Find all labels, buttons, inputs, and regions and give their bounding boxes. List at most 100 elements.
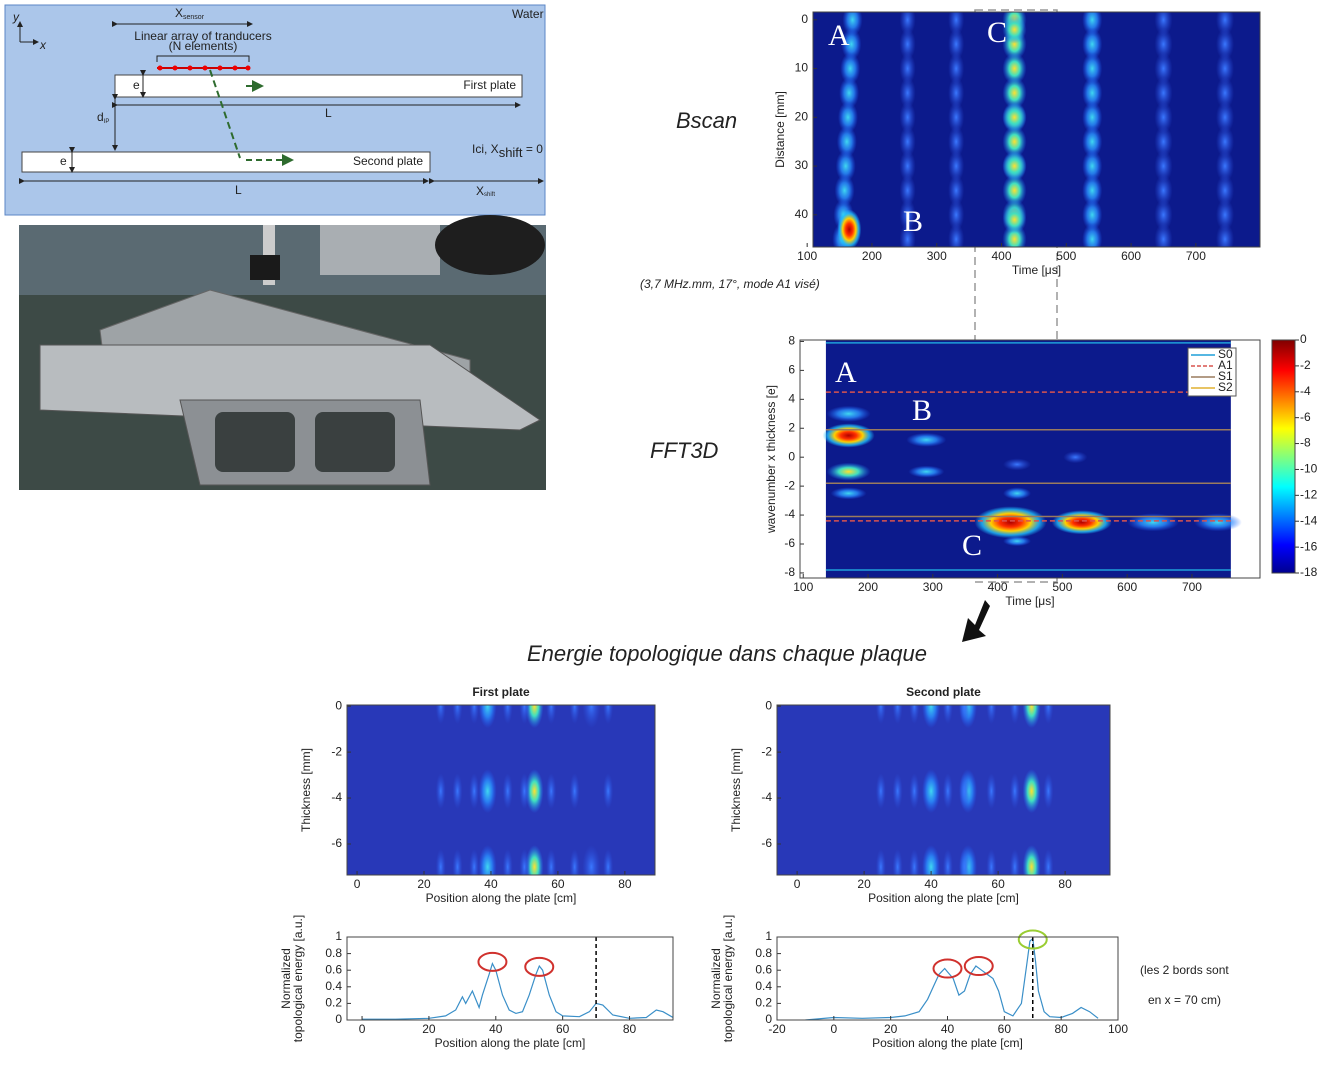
heat-blob (1216, 101, 1235, 134)
x-tick-label: 100 (793, 580, 813, 594)
heat-blob (822, 423, 875, 448)
heat-blob (1154, 198, 1173, 231)
first-plate (114, 74, 523, 98)
x-tick-label: 200 (858, 580, 878, 594)
shift-note-prefix: Ici, (472, 142, 491, 156)
heat-blob (569, 773, 580, 810)
y-tick-label: 30 (795, 158, 809, 172)
colorbar-tick-label: -14 (1300, 513, 1318, 527)
colorbar-tick-label: -6 (1300, 410, 1311, 424)
shift-note-suffix: = 0 (523, 142, 544, 156)
heat-blob (603, 773, 614, 810)
heat-blob (986, 848, 997, 875)
heat-blob (1127, 513, 1180, 532)
x-tick-label: -20 (768, 1022, 786, 1036)
region-marker: B (912, 394, 932, 427)
heat-blob (1216, 125, 1235, 158)
photo-frame-hole (215, 412, 295, 472)
heat-blob (837, 101, 858, 134)
heat-blob (1043, 773, 1054, 810)
heat-blob (908, 465, 945, 478)
heat-blob (1216, 28, 1235, 61)
shift-base: X (476, 184, 484, 198)
y-tick-label: 0 (335, 1012, 342, 1026)
heat-blob (1082, 125, 1103, 158)
axis-x: x (39, 38, 47, 52)
y-tick-label: -4 (331, 790, 342, 804)
heat-blob (922, 844, 941, 875)
y-axis-label: topological energy [a.u.] (721, 915, 735, 1042)
gap-label: dIP (97, 110, 109, 124)
x-tick-label: 80 (1054, 1022, 1068, 1036)
heat-blob (569, 705, 580, 725)
y-tick-label: 4 (788, 391, 795, 405)
heat-blob (1002, 52, 1027, 85)
heat-blob (1009, 848, 1020, 875)
array-sub: (N elements) (169, 39, 238, 53)
x-axis-label: Position along the plate [cm] (435, 1036, 586, 1050)
y-tick-label: 0.4 (325, 979, 342, 993)
y-tick-label: -2 (784, 478, 795, 492)
heat-blob (1216, 223, 1235, 247)
plot-frame (346, 704, 656, 876)
shift-label: Xshift (476, 184, 495, 198)
x-tick-label: 60 (991, 877, 1005, 891)
x-tick-label: 80 (623, 1022, 637, 1036)
x-tick-label: 40 (484, 877, 498, 891)
heat-blob (835, 150, 856, 183)
x-tick-label: 20 (417, 877, 431, 891)
y-tick-label: 0 (765, 1012, 772, 1026)
x-tick-label: 20 (857, 877, 871, 891)
y-tick-label: 0.8 (755, 946, 772, 960)
bscan-caption: (3,7 MHz.mm, 17°, mode A1 visé) (640, 277, 820, 291)
x-tick-label: 60 (551, 877, 565, 891)
heat-blob (1082, 12, 1103, 36)
heat-blob (603, 848, 614, 875)
heat-blob (1002, 205, 1027, 234)
colorbar-tick-label: -10 (1300, 462, 1318, 476)
second-plate-label: Second plate (353, 154, 423, 168)
y-tick-label: -4 (761, 790, 772, 804)
plot-frame (812, 11, 1261, 248)
heat-blob (546, 848, 557, 875)
heat-blob (525, 844, 544, 875)
heat-blob (899, 101, 916, 134)
x-tick-label: 80 (618, 877, 632, 891)
heat-blob (435, 773, 446, 810)
legend-label: S2 (1218, 380, 1233, 394)
heat-blob (875, 705, 886, 725)
heat-blob (899, 12, 916, 36)
colorbar-tick-label: -12 (1300, 488, 1318, 502)
y-axis-label: Thickness [mm] (299, 748, 313, 832)
y-axis-label: topological energy [a.u.] (291, 915, 305, 1042)
water-label: Water (512, 7, 544, 21)
length-label: L (235, 183, 242, 197)
heat-blob (525, 705, 544, 729)
y-axis-label: Distance [mm] (773, 91, 787, 168)
y-tick-label: 0.2 (755, 996, 772, 1010)
legend-label: S0 (1218, 347, 1233, 361)
heat-blob (899, 150, 916, 183)
heat-blob (948, 76, 965, 109)
y-tick-label: 0.6 (325, 962, 342, 976)
length-label: L (325, 106, 332, 120)
heat-blob (839, 76, 860, 109)
heat-blob (875, 848, 886, 875)
heat-blob (1002, 174, 1027, 207)
heat-blob (974, 506, 1047, 539)
region-marker: C (987, 16, 1007, 49)
heat-blob (892, 705, 903, 725)
y-axis-label: wavenumber x thickness [e] (764, 385, 778, 534)
legend-label: A1 (1218, 358, 1233, 372)
array-bracket (156, 55, 250, 62)
x-axis-label: Position along the plate [cm] (426, 891, 577, 905)
array-elements (157, 65, 251, 71)
heat-blob (909, 773, 920, 810)
region-marker: B (903, 205, 923, 238)
array-label: Linear array of tranducers (134, 29, 271, 43)
peak-highlight (524, 956, 555, 977)
heat-blob (1003, 536, 1032, 547)
heat-blob (899, 223, 916, 247)
heat-blob (959, 705, 970, 725)
